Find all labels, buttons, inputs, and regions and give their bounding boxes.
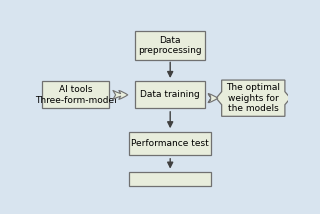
FancyBboxPatch shape [135,31,205,60]
Text: Data training: Data training [140,90,200,99]
FancyBboxPatch shape [43,81,109,108]
Text: The optimal
weights for
the models: The optimal weights for the models [226,83,280,113]
Text: Performance test: Performance test [131,139,209,148]
FancyBboxPatch shape [135,81,205,108]
Text: Data
preprocessing: Data preprocessing [138,36,202,55]
Text: AI tools
Three-form-model: AI tools Three-form-model [35,85,117,105]
Polygon shape [216,80,290,116]
FancyBboxPatch shape [129,171,211,186]
FancyBboxPatch shape [129,132,211,155]
